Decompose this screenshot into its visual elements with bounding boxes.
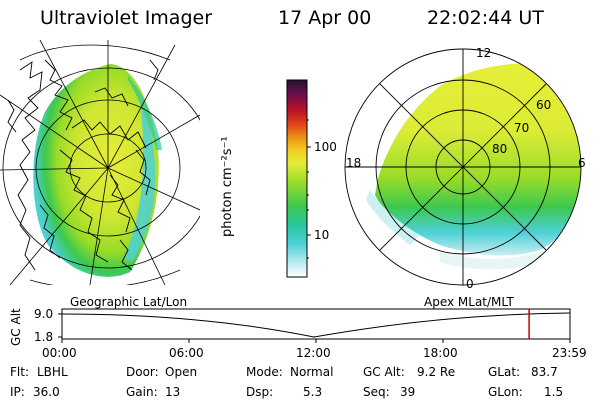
colorbar-ticks — [307, 119, 311, 259]
altitude-timeline — [58, 308, 571, 343]
status-seq-key: Seq: — [363, 385, 390, 399]
colorbar-unit-label: photon cm⁻²s⁻¹ — [220, 136, 235, 237]
status-gain-value: 13 — [165, 385, 181, 399]
mlat-label: 60 — [536, 98, 552, 112]
mlt-label-left: 18 — [346, 156, 362, 170]
status-dsp-key: Dsp: — [246, 385, 274, 399]
timeline-x-tick: 23:59 — [552, 346, 587, 360]
coastlines — [7, 59, 159, 271]
geo-grid — [0, 40, 200, 285]
polar-aurora-image — [375, 62, 581, 256]
status-mode-key: Mode: — [246, 365, 283, 379]
timeline-axis-label: GC Alt — [9, 308, 23, 346]
status-door-key: Door: — [126, 365, 159, 379]
status-flt-key: Flt: — [10, 365, 29, 379]
timeline-x-tick: 12:00 — [296, 346, 331, 360]
app-title: Ultraviolet Imager — [40, 7, 213, 29]
geo-aurora-image — [33, 64, 159, 277]
status-mode-value: Normal — [290, 365, 334, 379]
mlat-label: 70 — [514, 121, 530, 135]
status-gain-key: Gain: — [126, 385, 158, 399]
timeline-x-tick: 06:00 — [169, 346, 204, 360]
status-dsp-value: 5.3 — [303, 385, 323, 399]
status-gcalt-key: GC Alt: — [363, 365, 405, 379]
timeline-x-tick: 18:00 — [423, 346, 458, 360]
colorbar-tick-label: 10 — [314, 228, 330, 242]
status-door-value: Open — [165, 365, 198, 379]
polar-plot — [344, 48, 582, 286]
time-label: 22:02:44 UT — [427, 7, 544, 29]
mlat-label: 80 — [492, 142, 508, 156]
timeline-x-tick: 00:00 — [42, 346, 77, 360]
status-gcalt-value: 9.2 Re — [417, 365, 456, 379]
mlt-label-bottom: 0 — [466, 277, 474, 291]
colorbar — [286, 79, 308, 278]
mlt-label-right: 6 — [578, 156, 586, 170]
polar-caption: Apex MLat/MLT — [424, 295, 514, 309]
geographic-map — [0, 40, 200, 285]
timeline-y-tick: 1.8 — [34, 330, 54, 344]
geo-caption: Geographic Lat/Lon — [70, 295, 188, 309]
status-glon-value: 1.5 — [544, 385, 564, 399]
status-glon-key: GLon: — [488, 385, 523, 399]
status-seq-value: 39 — [400, 385, 416, 399]
date-label: 17 Apr 00 — [278, 7, 372, 29]
status-glat-key: GLat: — [488, 365, 521, 379]
polar-grid — [344, 48, 582, 286]
timeline-y-tick: 9.0 — [34, 307, 54, 321]
status-ip-value: 36.0 — [33, 385, 60, 399]
mlt-label-top: 12 — [476, 46, 492, 60]
colorbar-tick-label: 100 — [314, 140, 337, 154]
status-glat-value: 83.7 — [531, 365, 558, 379]
status-ip-key: IP: — [10, 385, 25, 399]
status-flt-value: LBHL — [37, 365, 68, 379]
altitude-curve — [61, 312, 571, 338]
